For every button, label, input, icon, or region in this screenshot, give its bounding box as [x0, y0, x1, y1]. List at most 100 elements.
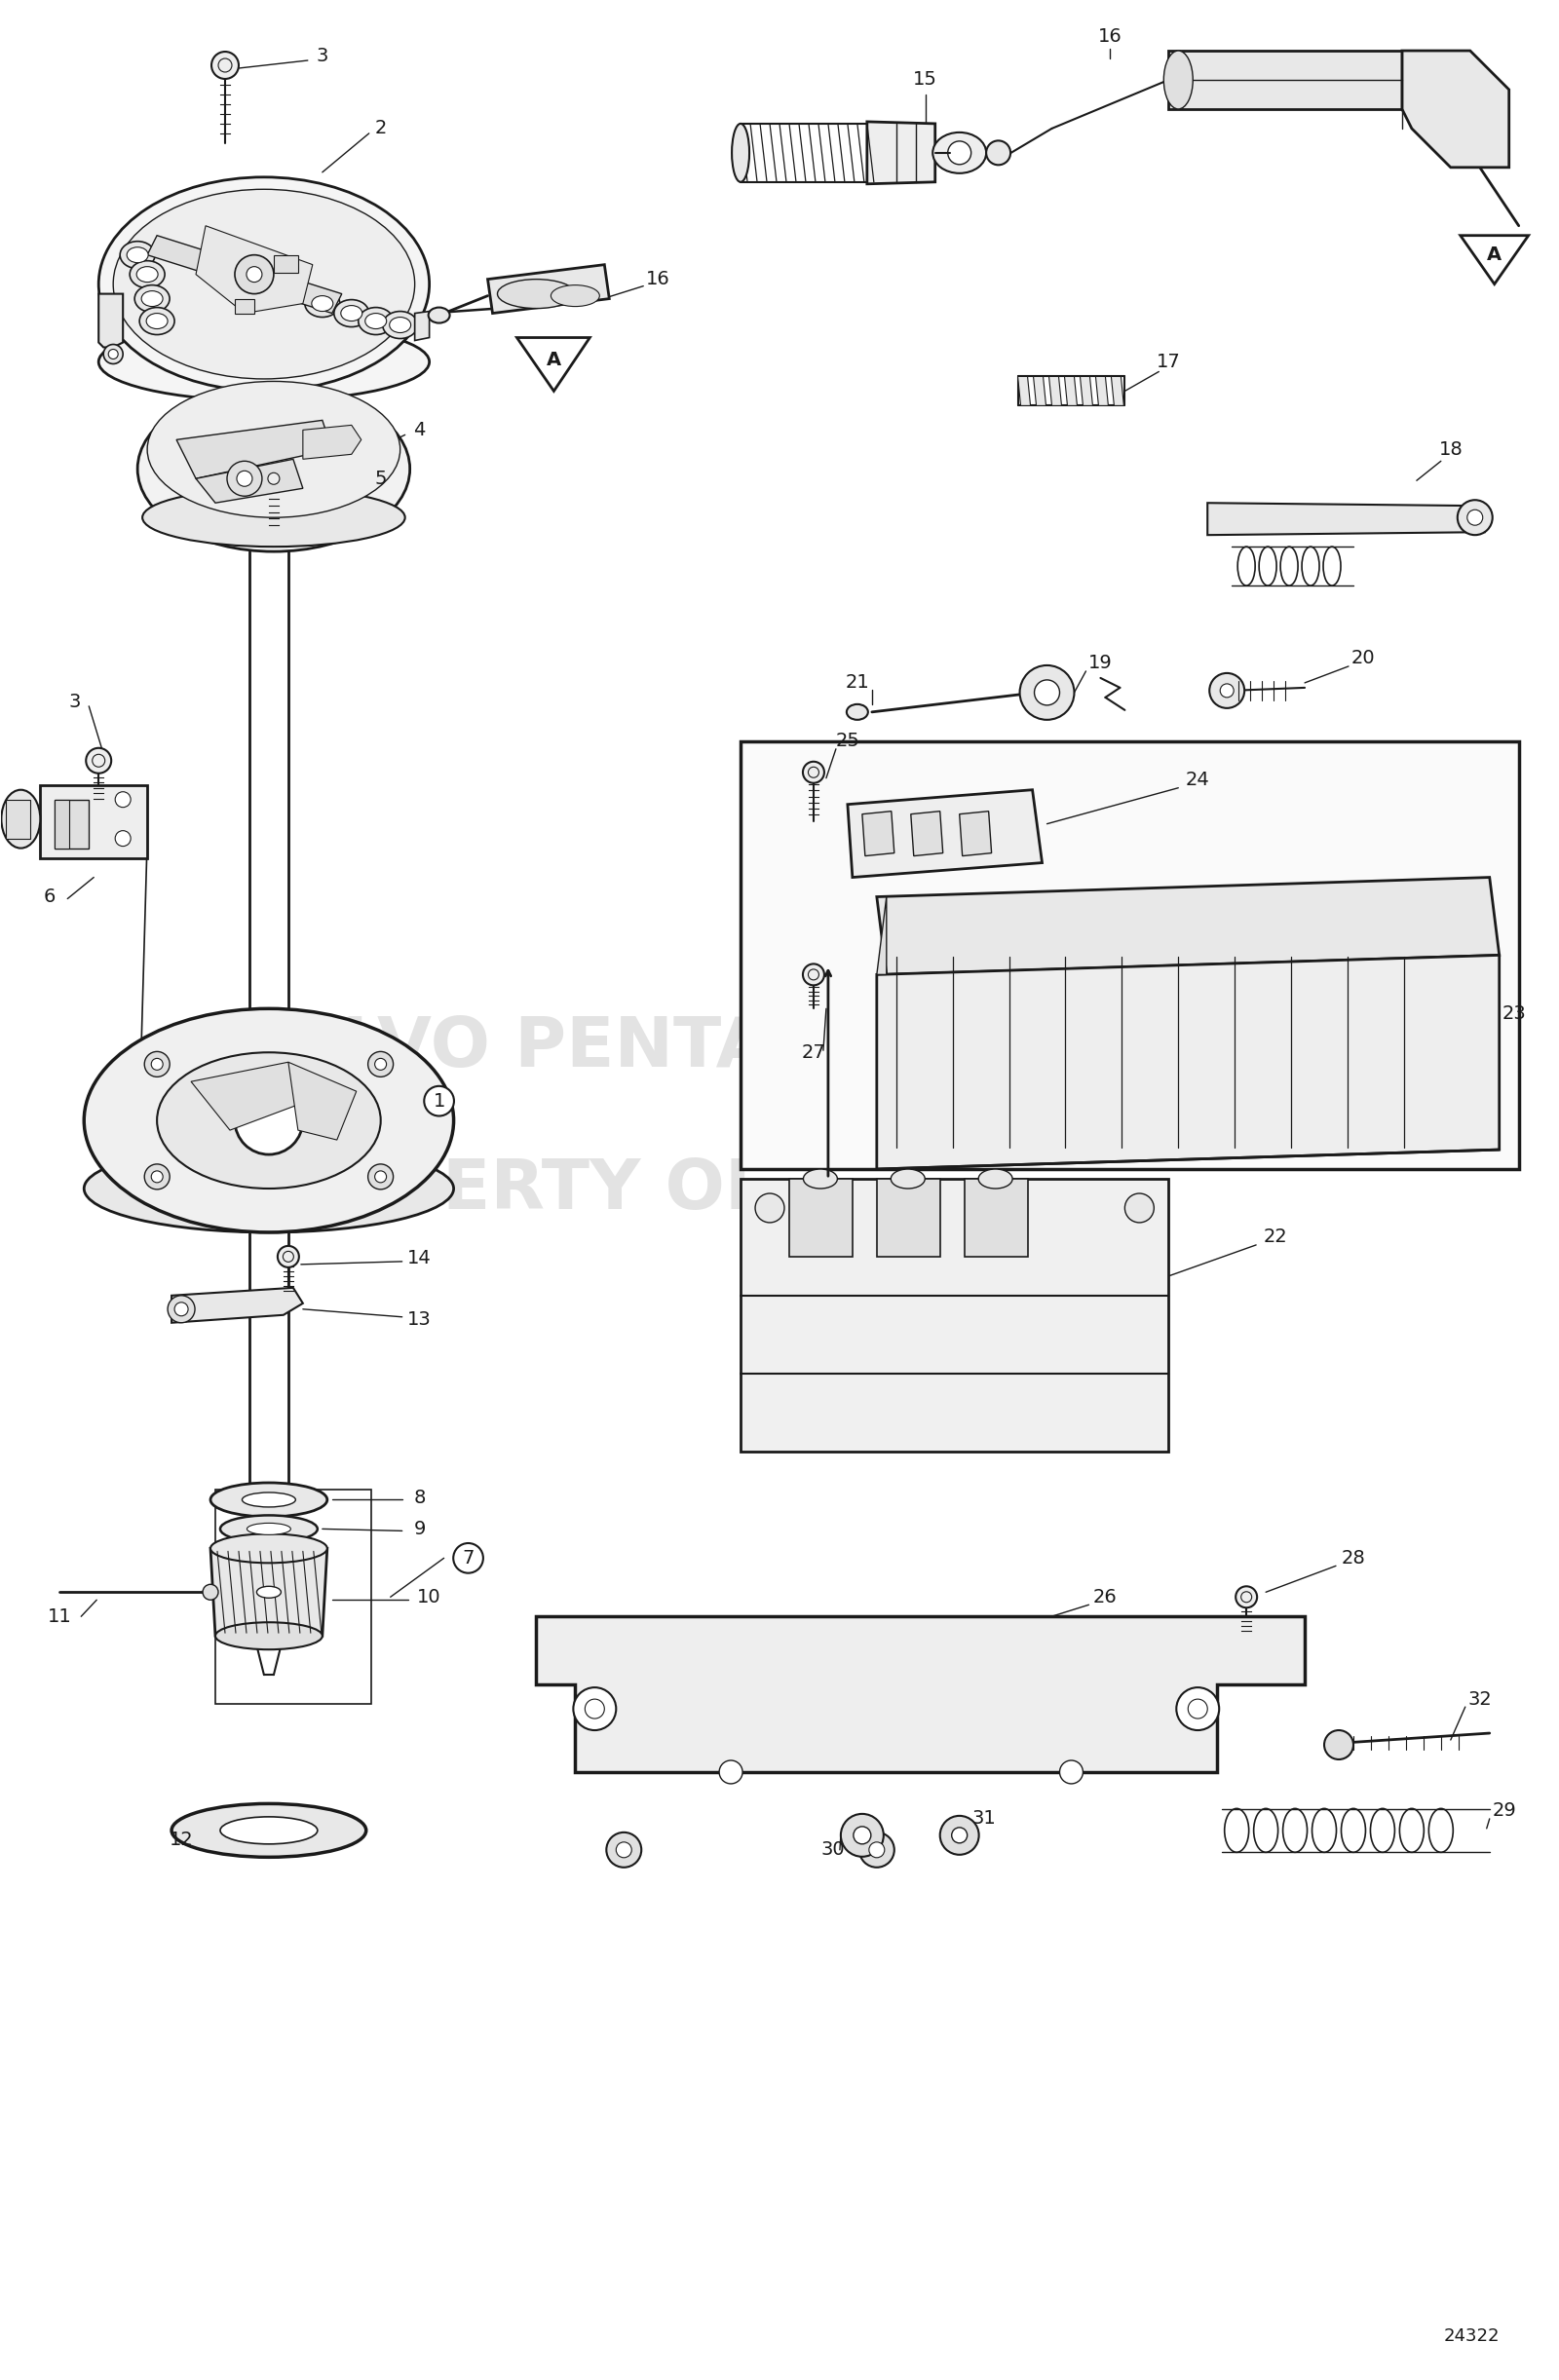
Ellipse shape [312, 295, 334, 312]
Ellipse shape [108, 350, 118, 359]
Circle shape [203, 1585, 218, 1599]
Circle shape [951, 1828, 967, 1842]
Circle shape [262, 466, 285, 490]
Circle shape [237, 471, 253, 486]
Text: 19: 19 [1088, 655, 1113, 674]
Circle shape [755, 1192, 784, 1223]
Bar [965, 1178, 1027, 1257]
Ellipse shape [210, 1533, 327, 1564]
Bar [235, 298, 254, 314]
Text: 8: 8 [413, 1488, 426, 1507]
Circle shape [853, 1825, 871, 1845]
Circle shape [151, 1059, 162, 1071]
Ellipse shape [429, 307, 449, 324]
Ellipse shape [1163, 50, 1193, 109]
Circle shape [719, 1761, 742, 1783]
Polygon shape [741, 1178, 1169, 1452]
Text: 14: 14 [407, 1250, 432, 1269]
Ellipse shape [147, 314, 168, 328]
Text: 27: 27 [801, 1042, 826, 1061]
Ellipse shape [139, 307, 175, 336]
Ellipse shape [84, 1009, 454, 1233]
Text: 4: 4 [413, 421, 426, 440]
Ellipse shape [126, 248, 148, 262]
Ellipse shape [215, 1623, 323, 1649]
Polygon shape [176, 421, 332, 478]
Circle shape [374, 1171, 387, 1183]
Text: 32: 32 [1467, 1690, 1492, 1709]
Ellipse shape [497, 278, 575, 309]
Polygon shape [1096, 376, 1108, 405]
Circle shape [1210, 674, 1244, 709]
Ellipse shape [2, 790, 41, 847]
Circle shape [1177, 1687, 1219, 1730]
Text: 26: 26 [1093, 1587, 1118, 1607]
Ellipse shape [114, 190, 415, 378]
Ellipse shape [334, 300, 369, 326]
Circle shape [1241, 1592, 1252, 1602]
Text: 17: 17 [1157, 352, 1180, 371]
Ellipse shape [129, 262, 165, 288]
Polygon shape [876, 954, 1500, 1169]
Bar [789, 1178, 853, 1257]
Text: 24: 24 [1186, 771, 1210, 790]
Circle shape [1324, 1730, 1353, 1759]
Ellipse shape [120, 240, 154, 269]
Ellipse shape [979, 1169, 1012, 1188]
Ellipse shape [246, 1523, 290, 1535]
Ellipse shape [365, 314, 387, 328]
Circle shape [606, 1833, 641, 1868]
Polygon shape [288, 1061, 357, 1140]
Text: A: A [547, 350, 561, 369]
Circle shape [151, 1171, 162, 1183]
Circle shape [859, 1833, 895, 1868]
Text: 31: 31 [971, 1809, 996, 1828]
Circle shape [808, 969, 818, 981]
Polygon shape [196, 226, 313, 314]
Ellipse shape [98, 324, 429, 400]
Polygon shape [876, 897, 887, 973]
Circle shape [1458, 500, 1492, 536]
Text: 18: 18 [1439, 440, 1462, 459]
Circle shape [840, 1814, 884, 1856]
Polygon shape [910, 812, 943, 857]
Ellipse shape [137, 386, 410, 552]
Polygon shape [192, 1061, 307, 1130]
Circle shape [574, 1687, 616, 1730]
Text: 7: 7 [461, 1549, 474, 1568]
Text: VOLVO PENTA: VOLVO PENTA [229, 1014, 770, 1081]
Polygon shape [867, 121, 935, 183]
Polygon shape [518, 338, 589, 390]
Circle shape [368, 1052, 393, 1076]
Circle shape [616, 1842, 631, 1859]
Bar [6, 800, 31, 838]
Polygon shape [1461, 236, 1528, 283]
Circle shape [368, 1164, 393, 1190]
Circle shape [115, 831, 131, 847]
Text: 22: 22 [1263, 1228, 1288, 1247]
Ellipse shape [142, 290, 162, 307]
Polygon shape [862, 812, 895, 857]
Text: 15: 15 [914, 71, 937, 88]
Text: A: A [1487, 245, 1501, 264]
Polygon shape [1034, 376, 1046, 405]
Text: 21: 21 [845, 674, 870, 693]
Ellipse shape [341, 305, 362, 321]
Circle shape [808, 766, 818, 778]
Circle shape [1124, 1192, 1154, 1223]
Ellipse shape [847, 704, 868, 719]
Bar [215, 1490, 371, 1704]
Ellipse shape [390, 317, 412, 333]
Circle shape [228, 462, 262, 495]
Ellipse shape [932, 133, 987, 174]
Text: 6: 6 [44, 888, 56, 907]
Polygon shape [196, 459, 302, 502]
Text: 12: 12 [170, 1830, 193, 1849]
Text: PROPERTY OF: PROPERTY OF [226, 1157, 773, 1223]
Circle shape [282, 1252, 293, 1261]
Text: 13: 13 [407, 1311, 432, 1328]
Bar [55, 800, 70, 847]
Text: 5: 5 [374, 469, 387, 488]
Ellipse shape [84, 1145, 454, 1233]
Polygon shape [1065, 376, 1077, 405]
